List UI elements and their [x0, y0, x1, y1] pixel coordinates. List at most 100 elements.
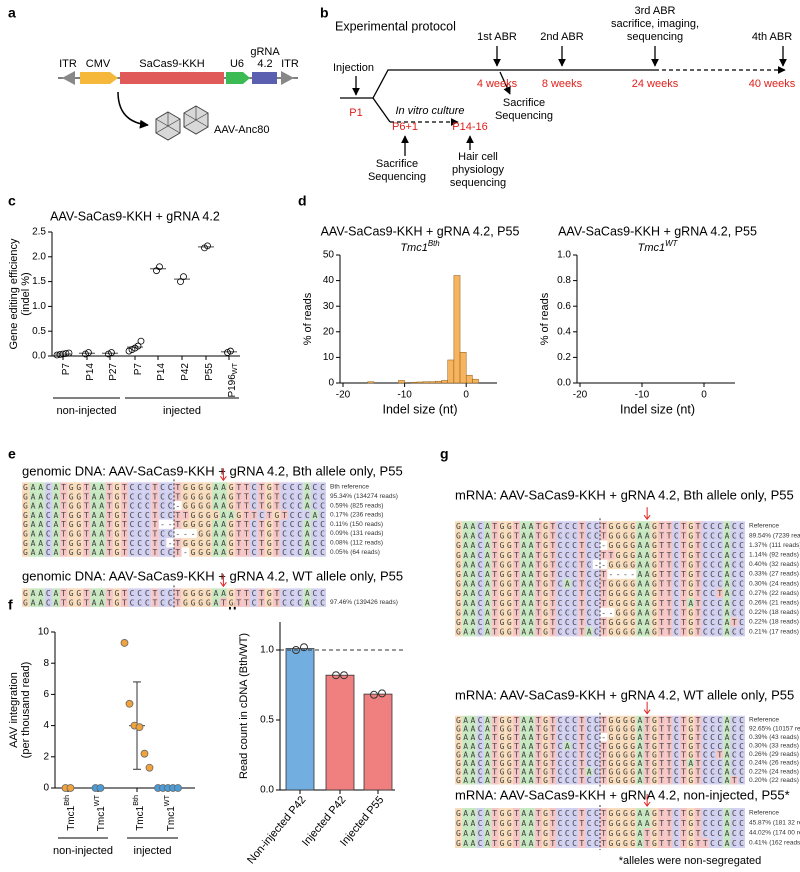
itr-left — [62, 71, 75, 85]
base-bg — [687, 588, 695, 598]
base-bg — [310, 510, 319, 520]
base-bg — [658, 607, 666, 618]
base-bg — [730, 521, 738, 531]
base-bg — [614, 588, 622, 598]
base-bg — [37, 538, 45, 548]
base-bg — [701, 530, 709, 541]
base-bg — [196, 491, 205, 501]
base-bg — [716, 626, 724, 637]
read-label: Reference — [749, 523, 779, 530]
base-bg — [534, 724, 542, 733]
base-bg — [643, 521, 651, 531]
base-bg — [498, 767, 506, 776]
base-bg — [527, 521, 535, 531]
base-bg — [527, 732, 535, 742]
base-bg — [723, 530, 731, 541]
base-bg — [484, 521, 492, 531]
chart-title: AAV-SaCas9-KKH + gRNA 4.2, P55 — [321, 224, 520, 238]
base-bg — [520, 588, 528, 598]
base-bg — [578, 750, 586, 759]
base-bg — [469, 775, 477, 785]
base-bg — [166, 588, 174, 598]
base-bg — [716, 540, 724, 550]
data-point — [204, 242, 211, 250]
base-bg — [723, 724, 731, 733]
base-bg — [607, 626, 615, 637]
base-bg — [158, 510, 167, 520]
base-bg — [174, 491, 182, 501]
base-bg — [484, 550, 492, 560]
base-bg — [672, 741, 680, 751]
base-bg — [498, 758, 506, 768]
base-bg — [476, 715, 484, 725]
base-bg — [730, 775, 738, 785]
base-bg — [44, 538, 53, 548]
base-bg — [578, 578, 586, 589]
base-bg — [592, 569, 600, 579]
base-bg — [455, 559, 463, 570]
base-bg — [196, 588, 205, 598]
base-bg — [716, 758, 724, 768]
base-bg — [708, 828, 716, 838]
base-bg — [67, 538, 76, 548]
base-bg — [629, 588, 637, 598]
base-bg — [204, 500, 212, 511]
base-bg — [542, 626, 550, 637]
base-bg — [534, 540, 542, 550]
base-bg — [534, 598, 542, 608]
base-bg — [136, 510, 144, 520]
base-bg — [455, 550, 463, 560]
base-bg — [578, 758, 586, 768]
base-bg — [265, 597, 273, 607]
base-bg — [484, 750, 492, 759]
base-bg — [571, 808, 579, 818]
base-bg — [484, 578, 492, 589]
read-label: 97.46% (139426 reads) — [330, 599, 398, 606]
base-bg — [60, 597, 68, 607]
alignment-title: mRNA: AAV-SaCas9-KKH + gRNA 4.2, Bth all… — [455, 487, 794, 502]
base-bg — [491, 626, 499, 637]
base-bg — [643, 559, 651, 570]
base-bg — [295, 510, 304, 520]
base-bg — [505, 767, 513, 776]
base-bg — [643, 838, 651, 848]
base-bg — [37, 482, 45, 492]
read-label: 0.33% (27 reads) — [749, 571, 799, 578]
base-bg — [280, 519, 288, 529]
base-bg — [120, 482, 129, 492]
base-bg — [113, 538, 121, 548]
base-bg — [82, 482, 91, 492]
data-point — [62, 350, 70, 357]
base-bg — [679, 559, 687, 570]
base-bg — [737, 617, 745, 627]
base-bg — [196, 510, 205, 520]
base-bg — [257, 519, 266, 529]
read-label: 0.30% (24 reads) — [749, 580, 799, 587]
read-label: 0.24% (26 reads) — [749, 760, 799, 767]
base-bg — [658, 758, 666, 768]
x-tick-label-text: P14 — [85, 363, 96, 381]
base-bg — [60, 528, 68, 539]
base-bg — [534, 715, 542, 725]
base-bg — [694, 828, 702, 838]
base-bg — [120, 538, 129, 548]
read-label: 0.09% (131 reads) — [330, 530, 383, 537]
histogram-bar — [398, 380, 405, 384]
base-bg — [513, 578, 521, 589]
read-label: 0.08% (112 reads) — [330, 540, 383, 547]
base-bg — [476, 828, 484, 838]
base-bg — [563, 838, 571, 848]
base-bg — [288, 547, 296, 557]
base-bg — [716, 818, 724, 828]
base-bg — [272, 588, 281, 598]
base-bg — [650, 828, 658, 838]
base-bg — [476, 775, 484, 785]
y-tick-label: 0 — [43, 783, 49, 794]
base-bg — [571, 715, 579, 725]
base-bg — [295, 482, 304, 492]
base-bg — [265, 491, 273, 501]
base-bg — [650, 758, 658, 768]
base-bg — [257, 510, 266, 520]
base-bg — [621, 808, 629, 818]
base-bg — [716, 724, 724, 733]
